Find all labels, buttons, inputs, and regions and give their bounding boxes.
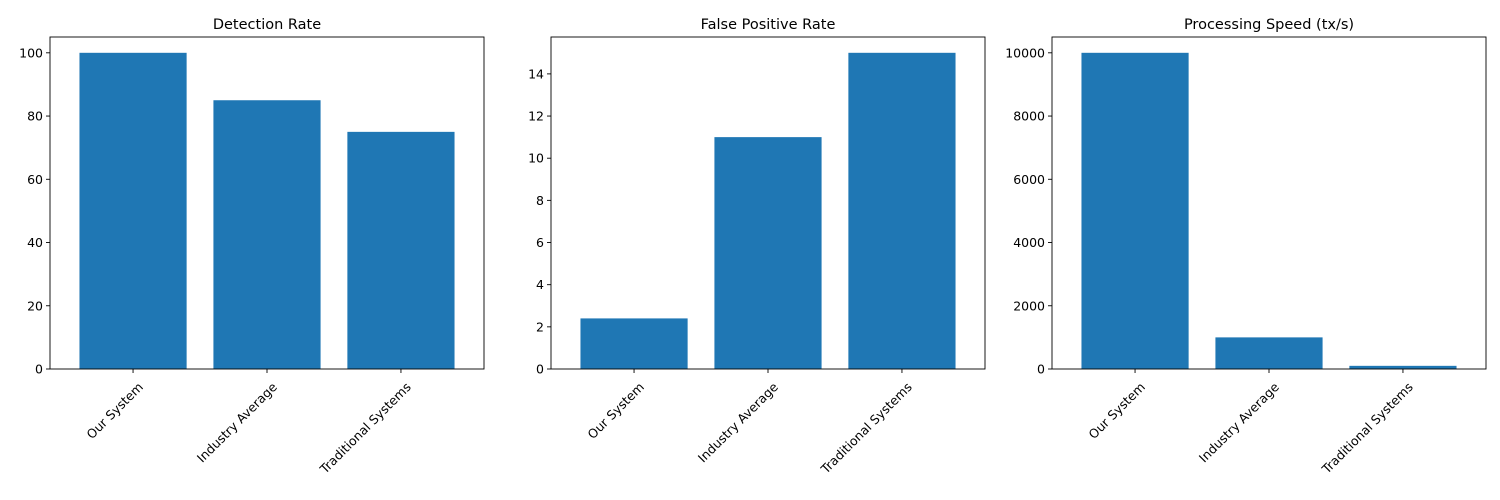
y-tick-label: 12	[528, 109, 544, 124]
y-tick-label: 60	[27, 172, 43, 187]
plot-area	[580, 52, 956, 370]
bar	[714, 137, 822, 369]
x-tick-label: Industry Average	[1196, 379, 1282, 465]
chart-title: Detection Rate	[213, 17, 321, 33]
y-tick-label: 8	[536, 193, 544, 208]
bar	[848, 52, 956, 370]
x-tick-label: Our System	[1085, 379, 1148, 442]
x-tick-label: Industry Average	[695, 379, 781, 465]
x-tick-label: Our System	[584, 379, 647, 442]
y-tick-label: 0	[1037, 362, 1045, 377]
bar	[347, 131, 455, 369]
chart-title: False Positive Rate	[701, 17, 836, 33]
y-tick-label: 0	[536, 362, 544, 377]
y-tick-label: 10	[528, 151, 544, 166]
y-tick-label: 6000	[1013, 172, 1045, 187]
subplot-false-positive-rate: False Positive Rate 0 2 4 6 8 10 12 14 Our Syste…	[528, 17, 986, 477]
x-tick-label: Our System	[83, 379, 146, 442]
y-tick-label: 20	[27, 298, 43, 313]
y-tick-label: 2	[536, 319, 544, 334]
bar	[213, 100, 321, 369]
y-tick-label: 4000	[1013, 235, 1045, 250]
x-tick-label: Traditional Systems	[1318, 379, 1416, 477]
plot-area	[1081, 52, 1457, 370]
y-tick-label: 4	[536, 277, 544, 292]
subplot-detection-rate: Detection Rate 0 20 40 60 80 100 Our System Ind…	[19, 17, 485, 477]
x-tick-label: Traditional Systems	[817, 379, 915, 477]
y-tick-label: 6	[536, 235, 544, 250]
bar	[1215, 337, 1323, 369]
bar	[79, 52, 187, 370]
subplot-processing-speed: Processing Speed (tx/s) 0 2000 4000 6000 800…	[1005, 17, 1487, 477]
y-tick-label: 40	[27, 235, 43, 250]
y-tick-label: 8000	[1013, 109, 1045, 124]
y-tick-label: 0	[35, 362, 43, 377]
y-tick-label: 100	[19, 45, 43, 60]
y-tick-label: 80	[27, 109, 43, 124]
y-tick-label: 10000	[1005, 45, 1045, 60]
bar	[1349, 365, 1457, 369]
y-tick-label: 14	[528, 66, 544, 81]
plot-area	[79, 52, 455, 370]
y-tick-label: 2000	[1013, 298, 1045, 313]
bar	[1081, 52, 1189, 370]
bar	[580, 318, 688, 369]
chart-title: Processing Speed (tx/s)	[1184, 17, 1354, 33]
x-tick-label: Industry Average	[194, 379, 280, 465]
x-tick-label: Traditional Systems	[316, 379, 414, 477]
